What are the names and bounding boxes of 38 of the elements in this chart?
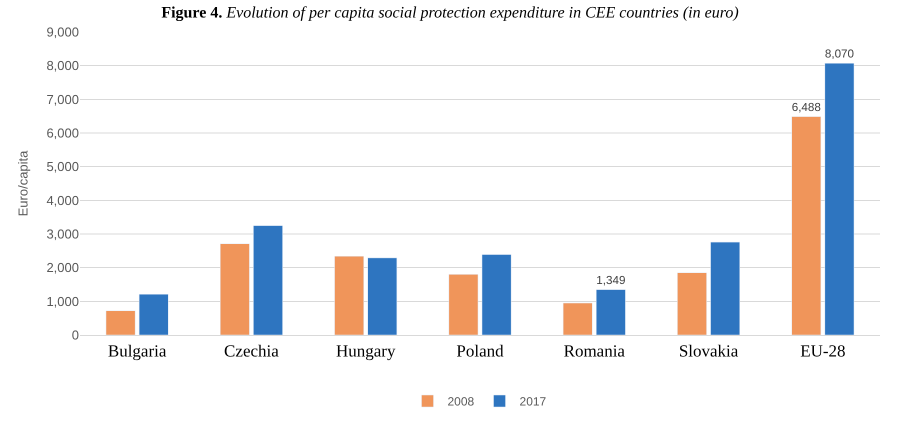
y-tick-label: 3,000 [46,226,79,242]
y-tick-label: 9,000 [46,24,79,40]
legend-label: 2008 [448,394,475,409]
bar [106,310,136,335]
bar [367,258,398,335]
bar [710,242,740,335]
bar [448,274,478,335]
x-tick-label: Hungary [336,341,396,360]
bar [596,289,626,335]
bar [677,272,707,335]
y-tick-label: 4,000 [46,192,79,208]
y-tick-label: 5,000 [46,159,79,174]
bar [253,225,283,335]
legend-label: 2017 [520,394,547,409]
y-tick-label: 2,000 [46,260,79,276]
chart-title: Figure 4. Evolution of per capita social protection expenditure in CEE countries (in euro) [161,4,739,22]
bar [562,302,593,335]
y-tick-label: 1,000 [46,294,79,309]
bar [824,63,854,335]
x-tick-label: EU-28 [800,341,846,360]
x-tick-label: Slovakia [678,341,739,360]
data-label: 6,488 [792,100,821,114]
x-tick-label: Bulgaria [108,341,167,360]
data-label: 1,349 [596,274,626,287]
bar [482,254,512,335]
data-label: 8,070 [824,48,855,61]
x-tick-label: Romania [564,341,626,360]
bar [220,244,250,335]
y-axis-title: Euro/capita [15,150,30,216]
y-tick-label: 7,000 [46,92,79,107]
y-tick-label: 8,000 [46,58,79,74]
bar [138,294,169,335]
bar [791,116,822,335]
y-tick-label: 0 [72,328,79,343]
x-tick-label: Poland [456,341,504,360]
x-tick-label: Czechia [224,341,280,360]
bar [334,256,364,335]
y-tick-label: 6,000 [46,126,79,141]
